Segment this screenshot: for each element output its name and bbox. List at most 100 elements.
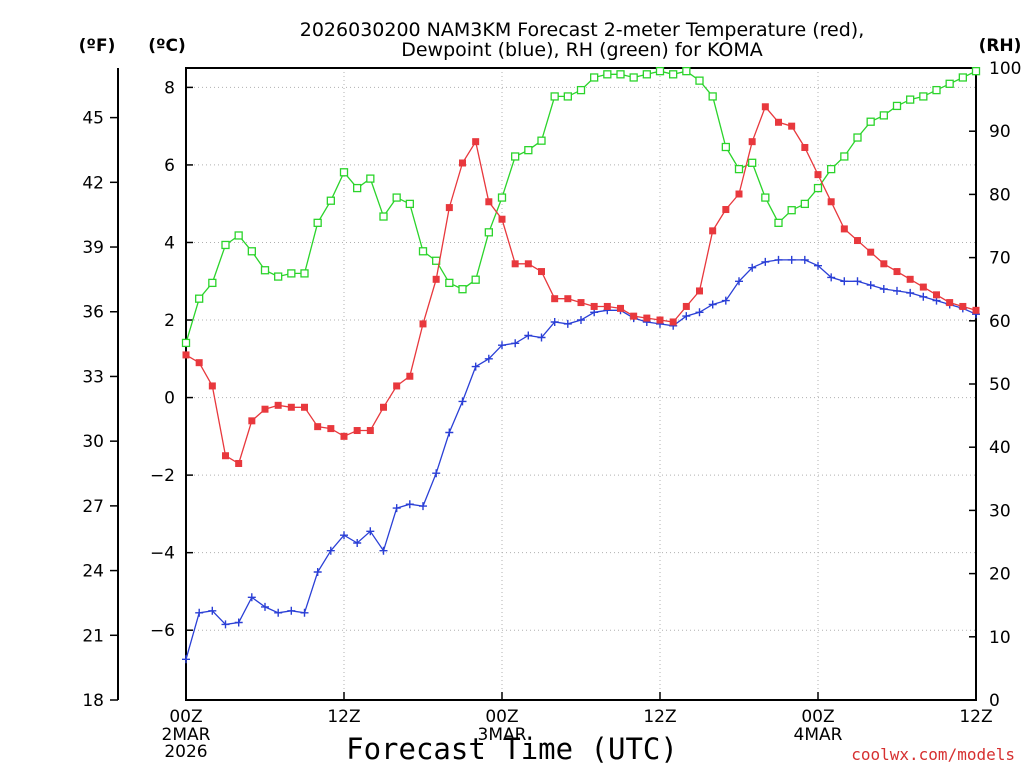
- rh-point: [576, 85, 586, 95]
- rh-point: [603, 70, 612, 79]
- dewpoint-point: [247, 593, 256, 602]
- plot-frame: [185, 67, 977, 701]
- rh-tick-label: 70: [989, 249, 1011, 269]
- temperature-point: [261, 405, 269, 413]
- dewpoint-point: [682, 312, 691, 321]
- dewpoint-point: [379, 546, 388, 555]
- temperature-point: [577, 299, 585, 307]
- temperature-point: [709, 227, 717, 235]
- rh-point: [958, 73, 967, 82]
- dewpoint-point: [774, 255, 783, 264]
- axis-layer: [117, 67, 977, 701]
- dewpoint-point: [853, 277, 862, 286]
- fahrenheit-tick-label: 30: [82, 432, 104, 452]
- rh-point: [945, 79, 954, 88]
- rh-tick-label: 100: [989, 59, 1021, 79]
- rh-point: [247, 247, 256, 256]
- x-tick-label: 00Z: [169, 707, 202, 727]
- temperature-point: [775, 118, 782, 126]
- rh-tick-label: 60: [989, 312, 1011, 332]
- temperature-point: [459, 159, 466, 167]
- rh-point: [669, 70, 678, 79]
- temperature-point: [248, 417, 256, 425]
- dewpoint-point: [340, 531, 348, 540]
- dewpoint-point: [748, 263, 757, 272]
- dewpoint-point: [287, 606, 296, 615]
- temperature-point: [933, 291, 940, 299]
- temperature-point: [551, 295, 559, 303]
- x-tick-label: 00Z: [485, 707, 518, 727]
- temperature-point: [498, 215, 506, 223]
- rh-point: [629, 73, 638, 82]
- temperature-point: [564, 295, 572, 303]
- rh-point: [655, 67, 665, 76]
- dewpoint-point: [353, 539, 362, 547]
- dewpoint-point: [261, 602, 269, 611]
- temperature-point: [182, 351, 190, 359]
- temperature-point: [353, 427, 361, 435]
- temperature-point: [906, 275, 914, 283]
- fahrenheit-tick-label: 39: [82, 238, 104, 258]
- rh-point: [339, 168, 349, 177]
- rh-point: [840, 152, 849, 161]
- temperature-point: [656, 316, 664, 324]
- temperature-point: [432, 275, 440, 283]
- temperature-point: [511, 260, 519, 268]
- dewpoint-point: [735, 277, 743, 286]
- rh-point: [181, 338, 191, 348]
- rh-point: [445, 278, 454, 288]
- temperature-point: [393, 382, 401, 390]
- temperature-point: [669, 318, 677, 326]
- chart-title-line-2: Dewpoint (blue), RH (green) for KOMA: [401, 39, 763, 61]
- temperature-point: [208, 382, 216, 390]
- x-tick-label: 12Z: [643, 707, 676, 727]
- rh-point: [590, 73, 599, 82]
- rh-point: [774, 218, 783, 227]
- rh-point: [274, 272, 283, 281]
- x-axis-label: Forecast Time (UTC): [346, 732, 678, 766]
- temperature-point: [445, 204, 453, 212]
- fahrenheit-unit-label: (ºF): [79, 36, 116, 56]
- dewpoint-point: [814, 261, 822, 270]
- rh-point: [471, 275, 480, 284]
- rh-tick-label: 80: [989, 185, 1011, 205]
- rh-tick-label: 20: [989, 565, 1011, 585]
- rh-point: [392, 193, 401, 202]
- dewpoint-point: [577, 316, 585, 324]
- rh-point: [405, 199, 414, 209]
- dewpoint-point: [221, 620, 230, 629]
- dewpoint-point: [787, 255, 796, 264]
- temperature-point: [314, 423, 322, 431]
- dewpoint-point: [313, 568, 322, 576]
- rh-point: [524, 146, 533, 155]
- dewpoint-point: [800, 255, 809, 264]
- temperature-point: [327, 425, 335, 433]
- temperature-point: [814, 171, 822, 179]
- temperature-point: [735, 190, 743, 198]
- temperature-point: [748, 138, 756, 146]
- rh-unit-label: (RH): [979, 36, 1022, 56]
- rh-tick-label: 0: [989, 691, 1000, 711]
- temperature-point: [630, 312, 638, 320]
- rh-point: [827, 164, 836, 174]
- dewpoint-point: [866, 281, 875, 290]
- temperature-point: [919, 283, 927, 291]
- temperature-point: [827, 198, 835, 206]
- rh-tick-label: 40: [989, 438, 1011, 458]
- celsius-unit-label: (ºC): [148, 36, 186, 56]
- temperature-point: [590, 302, 598, 310]
- temperature-point: [406, 372, 414, 380]
- dewpoint-point: [392, 504, 401, 513]
- dewpoint-point: [432, 469, 441, 478]
- temperature-point: [195, 359, 203, 367]
- fahrenheit-tick-label: 45: [82, 109, 104, 129]
- dewpoint-point: [695, 308, 704, 317]
- x-tick-label: 12Z: [327, 707, 360, 727]
- dewpoint-point: [419, 502, 427, 511]
- rh-tick-label: 90: [989, 122, 1011, 142]
- dewpoint-point: [840, 277, 849, 286]
- rh-point: [866, 117, 875, 126]
- rh-point: [906, 95, 915, 104]
- rh-point: [563, 92, 572, 101]
- dewpoint-point: [906, 288, 915, 297]
